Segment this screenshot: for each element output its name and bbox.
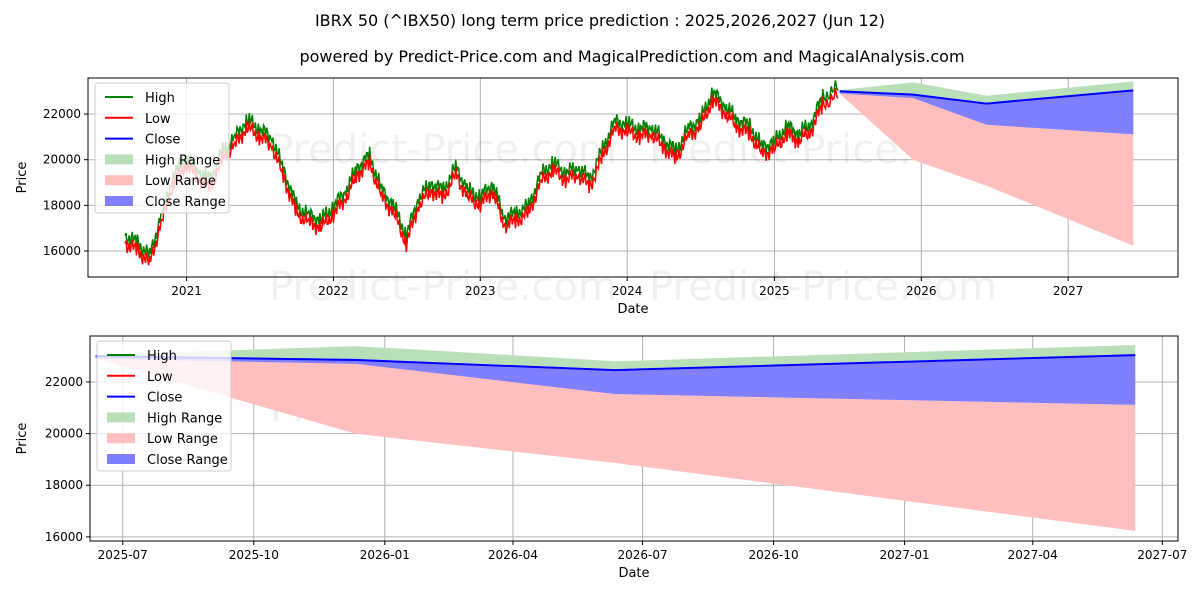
legend-label: Close Range <box>145 195 226 210</box>
x-tick-label: 2025-10 <box>229 548 279 562</box>
series-group <box>95 345 1136 531</box>
close-range-band <box>839 90 1134 135</box>
legend-swatch-close-range <box>105 196 133 206</box>
legend: High Low Close High Range Low Range Close Ran… <box>94 82 230 214</box>
x-tick-label: 2026-04 <box>488 548 538 562</box>
low-range-band <box>839 91 1134 246</box>
watermark: Predict-Price.com <box>649 264 997 310</box>
legend-label: Low <box>147 370 173 385</box>
legend-label: High <box>145 91 175 106</box>
x-axis-label: Date <box>617 302 648 317</box>
x-tick-label: 2027 <box>1053 284 1084 298</box>
high-range-band <box>95 345 1136 370</box>
x-tick-label: 2027-04 <box>1008 548 1058 562</box>
close-forecast-line <box>839 89 1134 105</box>
y-tick-label: 22000 <box>45 375 83 389</box>
plot-2: 2025-07 2025-10 2026-01 2026-04 2026-07 2026-… <box>15 335 1187 581</box>
legend-label: Close Range <box>147 453 228 468</box>
x-tick-label: 2025 <box>759 284 790 298</box>
legend-label: High Range <box>145 153 220 168</box>
legend-label: Low <box>145 112 171 127</box>
legend-swatch-high-range <box>105 154 133 165</box>
watermark: Predict-Price.com <box>269 127 617 173</box>
legend-label: Low Range <box>147 432 218 447</box>
series-group <box>124 80 1134 266</box>
x-tick-label: 2024 <box>612 284 643 298</box>
x-tick-label: 2026-07 <box>617 548 667 562</box>
legend-swatch-low-range <box>107 433 135 444</box>
y-tick-label: 16000 <box>43 244 81 258</box>
legend-label: Close <box>147 391 182 406</box>
x-tick-label: 2026-01 <box>360 548 410 562</box>
low-history-line <box>124 87 839 266</box>
y-tick-label: 20000 <box>43 153 81 167</box>
plot-1: 2021 2022 2023 2024 2025 2026 2027 16000 18000 20… <box>15 77 1179 317</box>
legend-swatch-close-range <box>107 454 135 464</box>
x-tick-label: 2027-01 <box>880 548 930 562</box>
x-tick-label: 2023 <box>465 284 496 298</box>
legend-swatch-high-range <box>107 412 135 423</box>
x-tick-label: 2021 <box>171 284 202 298</box>
plot-frame <box>89 335 1179 542</box>
legend-label: Low Range <box>145 174 216 189</box>
y-axis-label: Price <box>15 162 30 194</box>
legend-label: High Range <box>147 411 222 426</box>
watermark: Predict-Price.com <box>269 264 617 310</box>
high-range-band <box>839 81 1134 103</box>
chart-title: IBRX 50 (^IBX50) long term price predict… <box>315 11 885 30</box>
y-axis-label: Price <box>15 423 30 455</box>
chart-subtitle: powered by Predict-Price.com and Magical… <box>299 47 964 66</box>
x-tick-label: 2027-07 <box>1137 548 1187 562</box>
y-tick-label: 22000 <box>43 107 81 121</box>
x-tick-label: 2025-07 <box>98 548 148 562</box>
y-tick-label: 20000 <box>45 427 83 441</box>
legend-label: Close <box>145 133 180 148</box>
y-tick-label: 16000 <box>45 530 83 544</box>
close-range-band <box>95 355 1136 405</box>
plot-frame <box>87 77 1179 278</box>
legend-label: High <box>147 349 177 364</box>
legend: High Low Close High Range Low Range Close Ran… <box>96 340 232 472</box>
x-axis-label: Date <box>618 566 649 581</box>
y-tick-label: 18000 <box>43 198 81 212</box>
low-range-band <box>95 356 1136 531</box>
y-tick-label: 18000 <box>45 478 83 492</box>
legend-swatch-low-range <box>105 175 133 186</box>
x-tick-label: 2026-10 <box>748 548 798 562</box>
x-tick-label: 2026 <box>906 284 937 298</box>
x-tick-label: 2022 <box>318 284 349 298</box>
